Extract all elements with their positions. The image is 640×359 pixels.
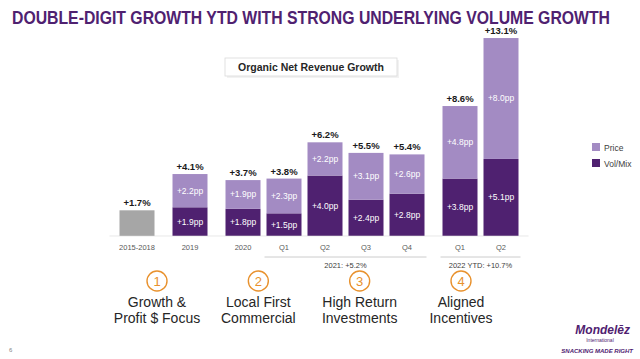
pillar-text: Growth & [128,294,187,310]
group-line [441,257,521,258]
pillar-text: Aligned [438,294,485,310]
title: DOUBLE-DIGIT GROWTH YTD WITH STRONG UNDE… [12,7,610,28]
segment-label: +2.2pp [177,186,204,196]
bar-segment [226,209,261,236]
segment-label: +1.9pp [177,217,204,227]
pillar-text: Incentives [429,310,492,326]
category-label: Q1 [455,243,465,252]
pillar-number: 2 [255,274,262,289]
bar-segment [390,194,425,236]
segment-label: +2.8pp [394,210,421,220]
bars [120,38,519,236]
category-label: Q3 [361,243,371,252]
total-label: +5.4% [393,141,421,152]
category-label: Q2 [496,243,506,252]
bar-segment [390,154,425,193]
total-label: +1.7% [123,197,151,208]
bar-segment [349,200,384,236]
subtitle: Organic Net Revenue Growth [238,61,384,73]
pillar-circle [248,271,268,291]
bar-segment [120,210,155,236]
segment-label: +2.6pp [394,169,421,179]
segment-label: +3.1pp [353,171,380,181]
segment-label: +2.3pp [271,191,298,201]
pillar-text: Investments [322,310,397,326]
pillar-number: 3 [356,274,363,289]
legend: Price Vol/Mix [592,143,632,169]
total-label: +6.2% [311,129,339,140]
group-label: 2021: +5.2% [324,261,367,270]
group-label: 2022 YTD: +10.7% [449,261,513,270]
category-label: Q2 [320,243,330,252]
segment-label: +8.0pp [488,93,515,103]
segment-label: +4.8pp [447,137,474,147]
bar-segment [173,174,208,207]
pillar-text: Profit $ Focus [114,310,200,326]
category-label: 2020 [235,243,252,252]
total-label: +8.6% [446,93,474,104]
category-label: 2019 [182,243,199,252]
pillar-text: High Return [322,294,397,310]
page: DOUBLE-DIGIT GROWTH YTD WITH STRONG UNDE… [0,0,640,359]
data-labels: +1.9pp +1.8pp +1.5pp +4.0pp +2.4pp +2.8pp +3.8… [123,25,517,230]
total-label: +5.5% [352,140,380,151]
logo-name: Mondelēz [575,323,630,337]
total-label: +3.8% [270,166,298,177]
bar-segment [484,159,519,236]
bar-segment [173,207,208,236]
logo-sub: International [586,337,614,343]
pillar-number: 1 [153,274,160,289]
segment-label: +1.8pp [230,217,257,227]
group-line [265,257,427,258]
legend-swatch [592,159,600,167]
subtitle-box [225,58,397,76]
bar-segment [443,179,478,236]
bar-segment [349,153,384,200]
segment-label: +1.9pp [230,189,257,199]
segment-label: +1.5pp [271,220,298,230]
legend-label: Vol/Mix [604,159,632,169]
bar-segment [267,179,302,214]
bar-segment [484,38,519,159]
bar-segment [308,176,343,236]
total-label: +4.1% [176,161,204,172]
legend-swatch [592,143,600,151]
segment-label: +2.4pp [353,213,380,223]
bar-segment [267,213,302,236]
total-label: +13.1% [485,25,518,36]
pillar-circle [350,271,370,291]
bar-segment [226,180,261,209]
category-label: 2015-2018 [119,243,155,252]
pillar-text: Commercial [221,310,296,326]
logo-tagline: SNACKING MADE RIGHT [561,348,634,354]
pillar-circle [147,271,167,291]
pillar-number: 4 [457,274,464,289]
pillar-circle [451,271,471,291]
pillar-text: Local First [226,294,291,310]
bar-segment [443,106,478,179]
category-label: Q1 [279,243,289,252]
category-label: Q4 [402,243,412,252]
bar-segment [308,142,343,175]
page-number: 6 [9,347,13,353]
baseline [110,236,529,237]
total-label: +3.7% [229,167,257,178]
segment-label: +4.0pp [312,201,339,211]
segment-label: +3.8pp [447,202,474,212]
segment-label: +2.2pp [312,154,339,164]
legend-label: Price [604,143,624,153]
segment-label: +5.1pp [488,192,515,202]
